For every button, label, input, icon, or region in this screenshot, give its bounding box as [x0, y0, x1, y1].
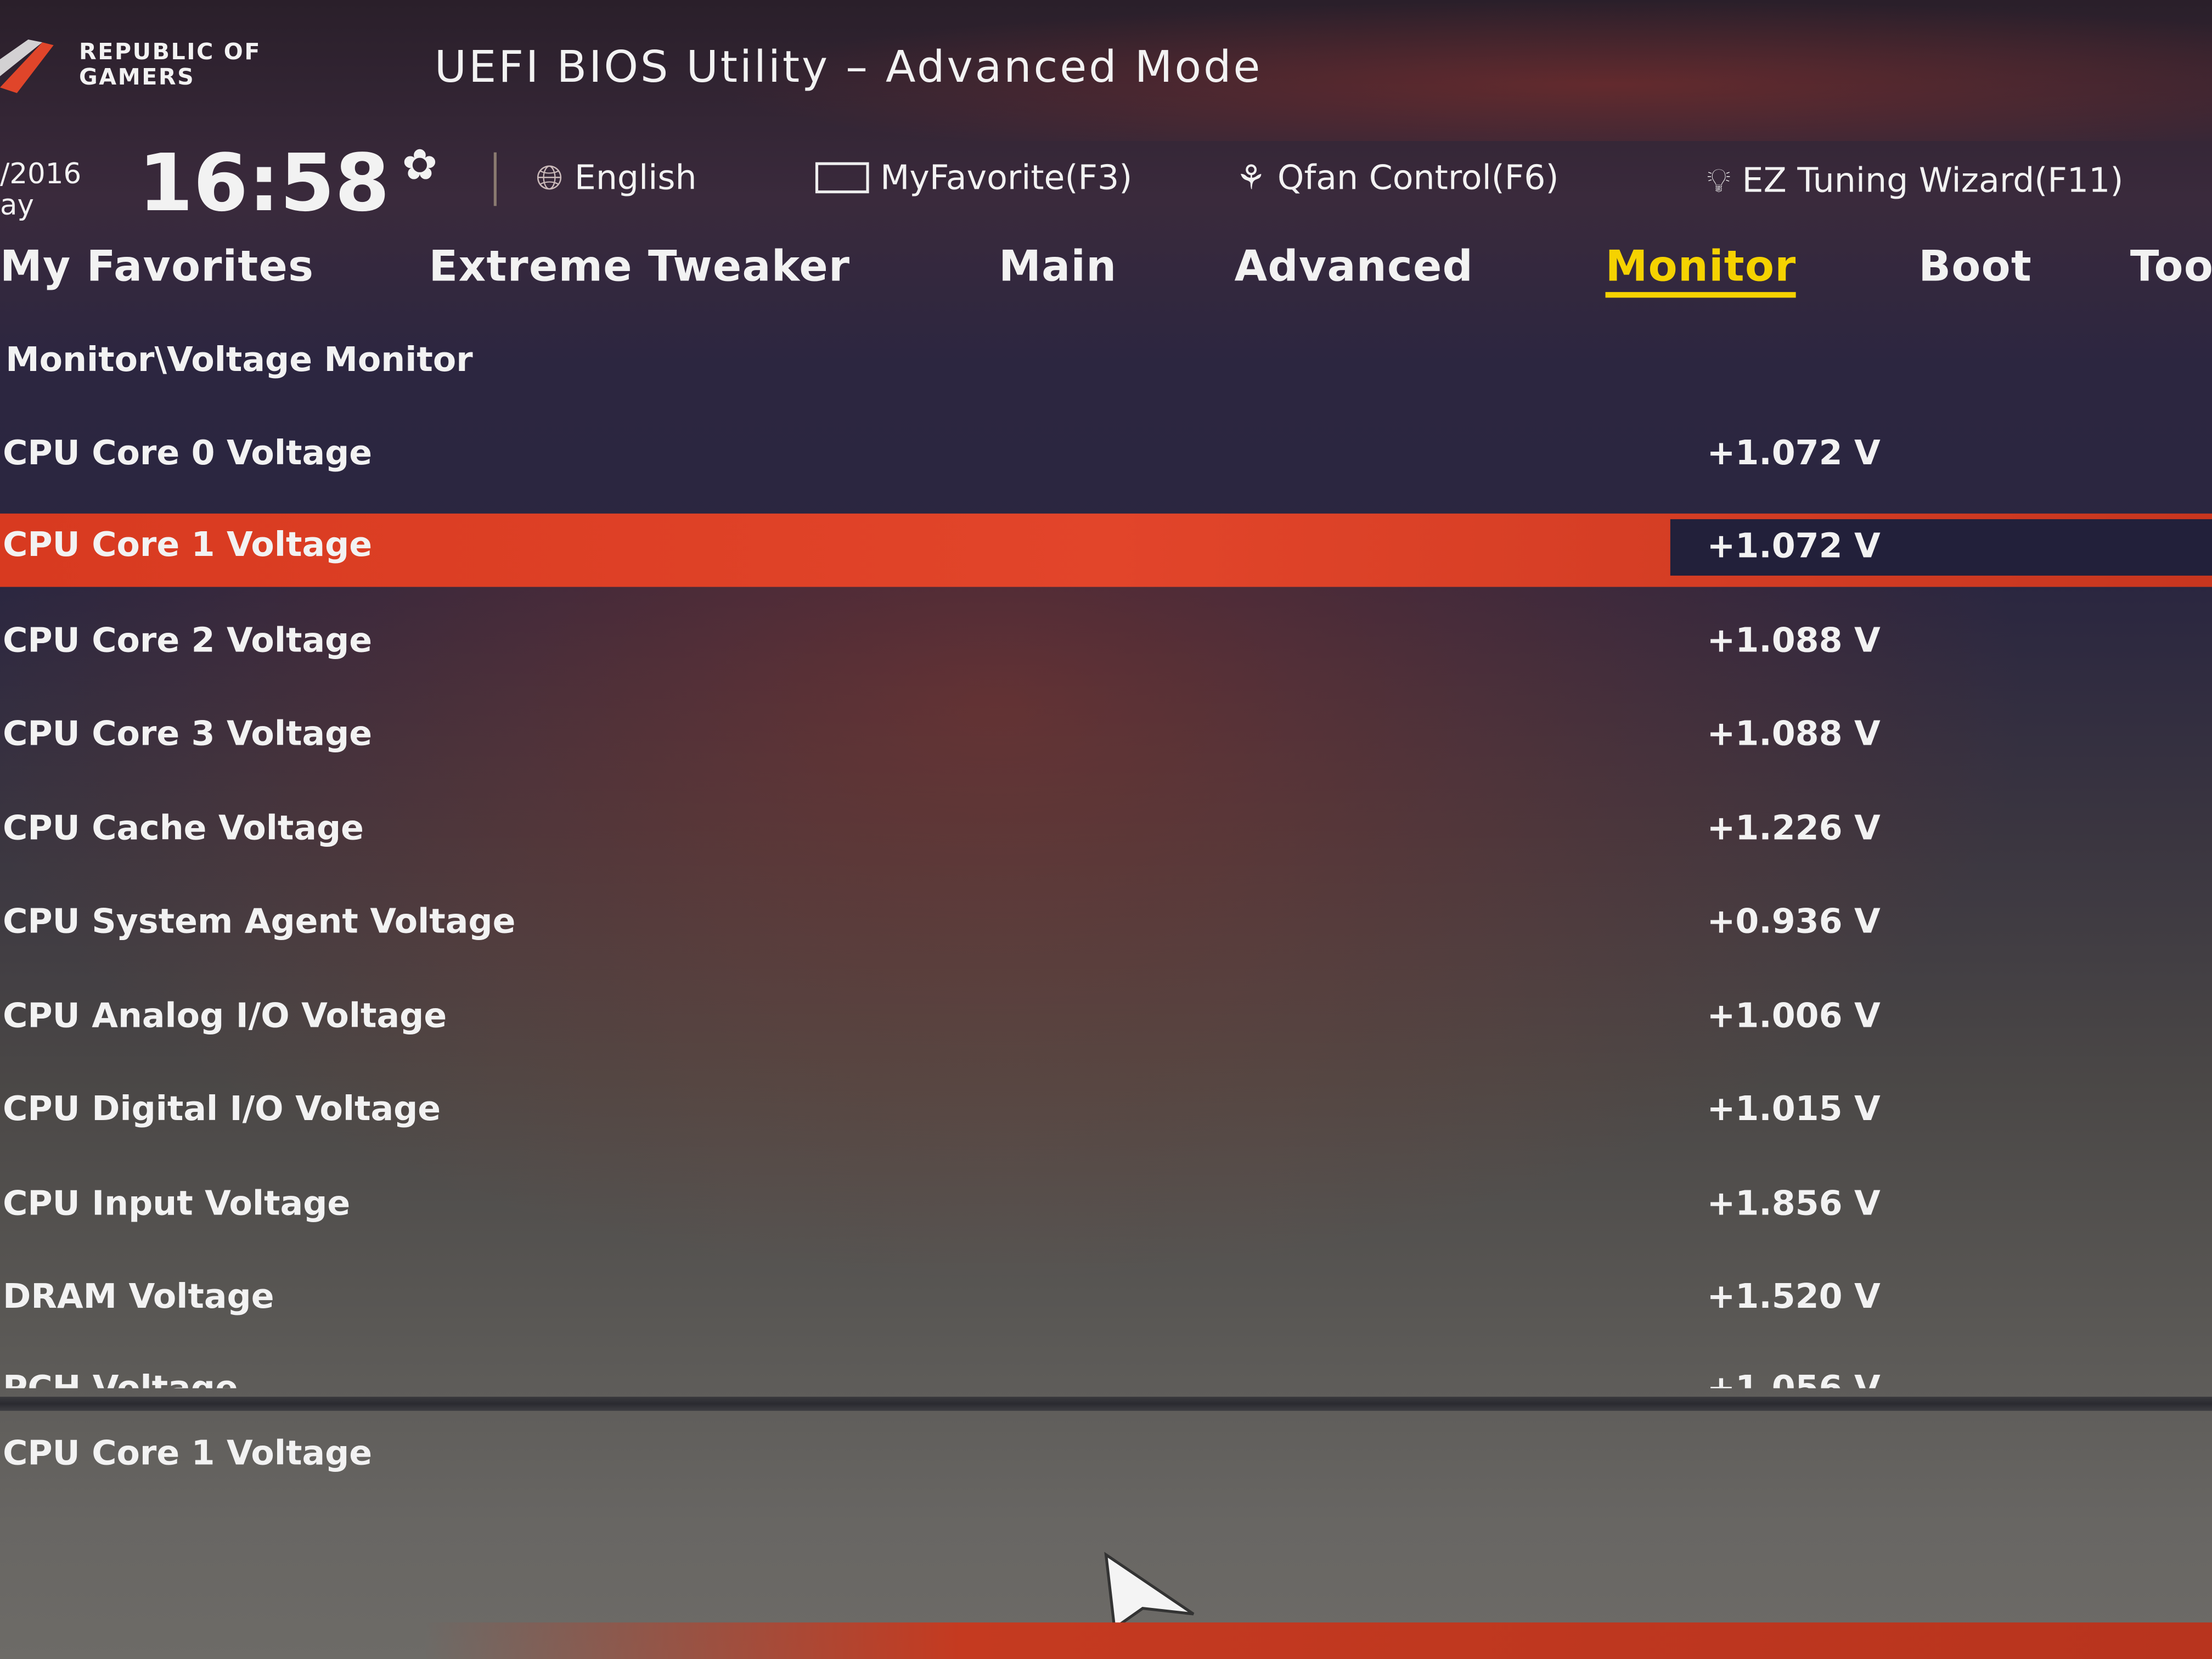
myfavorite-button[interactable]: MyFavorite(F3)	[815, 158, 1132, 198]
tab-main[interactable]: Main	[999, 243, 1117, 293]
date-display: /2016 ay	[0, 158, 81, 220]
tab-advanced[interactable]: Advanced	[1234, 243, 1474, 293]
voltage-label: PCH Voltage	[3, 1368, 238, 1388]
voltage-label: DRAM Voltage	[3, 1276, 274, 1317]
help-divider	[0, 1397, 2212, 1411]
language-button[interactable]: 🌐︎ English	[536, 158, 697, 198]
voltage-value: +1.088 V	[1707, 621, 1881, 661]
voltage-label: CPU Digital I/O Voltage	[3, 1089, 441, 1129]
voltage-row[interactable]: CPU Input Voltage +1.856 V	[0, 1167, 2212, 1246]
globe-icon: 🌐︎	[536, 158, 564, 198]
fan-icon: ⚘	[1236, 158, 1267, 198]
voltage-value: +1.088 V	[1707, 713, 1881, 753]
voltage-value: +1.006 V	[1707, 996, 1881, 1036]
lightbulb-icon: 💡︎	[1707, 161, 1731, 201]
voltage-label: CPU Core 1 Voltage	[3, 525, 373, 565]
ez-tuning-label: EZ Tuning Wizard(F11)	[1742, 161, 2124, 201]
language-label: English	[574, 158, 697, 198]
bottom-bar	[423, 1622, 2212, 1659]
voltage-row[interactable]: CPU Core 0 Voltage +1.072 V	[0, 416, 2212, 495]
voltage-value: +1.056 V	[1707, 1368, 1881, 1388]
qfan-label: Qfan Control(F6)	[1277, 158, 1559, 198]
page-title: UEFI BIOS Utility – Advanced Mode	[434, 42, 1263, 93]
voltage-row[interactable]: CPU Analog I/O Voltage +1.006 V	[0, 979, 2212, 1058]
date-text: /2016	[0, 156, 82, 191]
voltage-value: +1.072 V	[1707, 433, 1881, 473]
qfan-control-button[interactable]: ⚘ Qfan Control(F6)	[1236, 158, 1559, 198]
voltage-value: +1.856 V	[1707, 1183, 1881, 1223]
voltage-value: +1.015 V	[1707, 1089, 1881, 1129]
tab-monitor[interactable]: Monitor	[1605, 243, 1797, 298]
tab-tool[interactable]: Too	[2130, 243, 2212, 293]
mouse-cursor-icon	[1104, 1551, 1195, 1631]
breadcrumb: Monitor\Voltage Monitor	[5, 340, 473, 380]
voltage-value: +0.936 V	[1707, 901, 1881, 941]
favorite-icon	[815, 162, 869, 194]
tab-extreme-tweaker[interactable]: Extreme Tweaker	[429, 243, 851, 293]
voltage-row-partial[interactable]: PCH Voltage +1.056 V	[0, 1352, 2212, 1388]
brand-line2: GAMERS	[78, 63, 195, 91]
gear-icon[interactable]: ✿	[402, 141, 438, 191]
voltage-label: CPU Analog I/O Voltage	[3, 996, 447, 1036]
voltage-row[interactable]: CPU Core 2 Voltage +1.088 V	[0, 604, 2212, 683]
voltage-row[interactable]: CPU Cache Voltage +1.226 V	[0, 791, 2212, 870]
voltage-row[interactable]: CPU System Agent Voltage +0.936 V	[0, 885, 2212, 964]
voltage-row[interactable]: CPU Digital I/O Voltage +1.015 V	[0, 1072, 2212, 1151]
ez-tuning-wizard-button[interactable]: 💡︎ EZ Tuning Wizard(F11)	[1707, 161, 2124, 200]
voltage-label: CPU System Agent Voltage	[3, 901, 516, 941]
tab-boot[interactable]: Boot	[1918, 243, 2033, 293]
clock: 16:58	[138, 138, 390, 230]
voltage-row[interactable]: CPU Core 3 Voltage +1.088 V	[0, 697, 2212, 776]
voltage-row-selected[interactable]: CPU Core 1 Voltage +1.072 V	[0, 513, 2212, 587]
help-text: CPU Core 1 Voltage	[3, 1433, 373, 1473]
voltage-label: CPU Input Voltage	[3, 1183, 351, 1223]
brand-line1: REPUBLIC OF	[78, 38, 261, 65]
brand-logo-text: REPUBLIC OF GAMERS	[78, 38, 261, 91]
voltage-value: +1.226 V	[1707, 808, 1881, 848]
tab-my-favorites[interactable]: My Favorites	[0, 243, 314, 293]
voltage-label: CPU Core 0 Voltage	[3, 433, 373, 473]
divider	[493, 152, 497, 206]
voltage-label: CPU Core 2 Voltage	[3, 621, 373, 661]
voltage-value: +1.520 V	[1707, 1276, 1881, 1317]
day-text: ay	[0, 187, 34, 222]
myfavorite-label: MyFavorite(F3)	[880, 158, 1133, 198]
voltage-value: +1.072 V	[1707, 526, 1881, 566]
voltage-label: CPU Cache Voltage	[3, 808, 364, 848]
rog-logo-icon	[0, 39, 54, 93]
voltage-row[interactable]: DRAM Voltage +1.520 V	[0, 1260, 2212, 1339]
value-box	[1670, 519, 2212, 576]
voltage-label: CPU Core 3 Voltage	[3, 713, 373, 753]
